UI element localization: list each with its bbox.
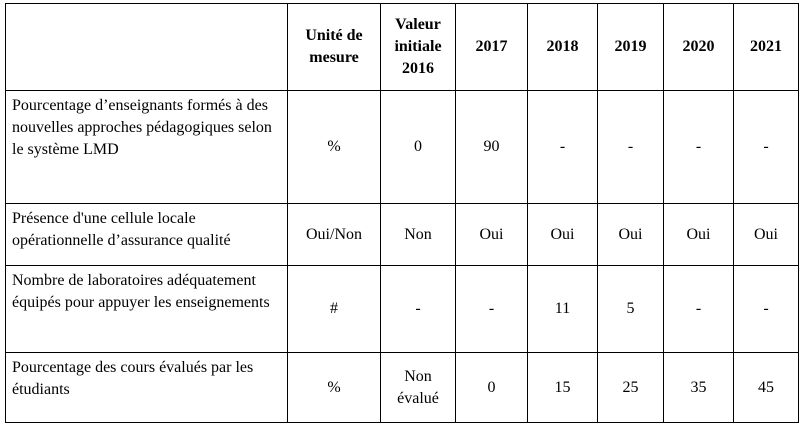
cell: Oui/Non <box>287 203 381 266</box>
cell: - <box>380 265 456 353</box>
header-row: Unité de mesure Valeur initiale 2016 2017 2… <box>5 3 799 91</box>
cell: # <box>287 265 381 353</box>
cell: - <box>733 90 799 204</box>
cell: 0 <box>380 90 456 204</box>
cell: 2018 <box>527 3 598 91</box>
cell: Oui <box>455 203 528 266</box>
cell: 2019 <box>597 3 664 91</box>
row-label: Présence d'une cellule locale opérationn… <box>5 203 288 266</box>
table-row: Nombre de laboratoires adéquatement équi… <box>5 265 799 353</box>
cell: 11 <box>527 265 598 353</box>
row-label: Pourcentage d’enseignants formés à des n… <box>5 90 288 204</box>
cell: 25 <box>597 352 664 423</box>
table-row: Pourcentage des cours évalués par les ét… <box>5 352 799 423</box>
row-label: Pourcentage des cours évalués par les ét… <box>5 352 288 423</box>
cell: 5 <box>597 265 664 353</box>
cell: % <box>287 352 381 423</box>
cell: 90 <box>455 90 528 204</box>
table-row: Présence d'une cellule locale opérationn… <box>5 203 799 266</box>
cell: Oui <box>527 203 598 266</box>
row-label <box>5 3 288 91</box>
cell: - <box>663 90 734 204</box>
cell: - <box>455 265 528 353</box>
cell: 2020 <box>663 3 734 91</box>
cell: 45 <box>733 352 799 423</box>
indicator-table: Unité de mesure Valeur initiale 2016 2017 2… <box>5 3 799 423</box>
cell: Valeur initiale 2016 <box>380 3 456 91</box>
cell: 2017 <box>455 3 528 91</box>
cell: Oui <box>597 203 664 266</box>
cell: % <box>287 90 381 204</box>
cell: Oui <box>733 203 799 266</box>
row-label: Nombre de laboratoires adéquatement équi… <box>5 265 288 353</box>
cell: - <box>663 265 734 353</box>
cell: 2021 <box>733 3 799 91</box>
cell: Non <box>380 203 456 266</box>
cell: Oui <box>663 203 734 266</box>
cell: 35 <box>663 352 734 423</box>
cell: 15 <box>527 352 598 423</box>
table-row: Pourcentage d’enseignants formés à des n… <box>5 90 799 204</box>
cell: 0 <box>455 352 528 423</box>
cell: - <box>527 90 598 204</box>
cell: Non évalué <box>380 352 456 423</box>
cell: - <box>733 265 799 353</box>
cell: Unité de mesure <box>287 3 381 91</box>
cell: - <box>597 90 664 204</box>
